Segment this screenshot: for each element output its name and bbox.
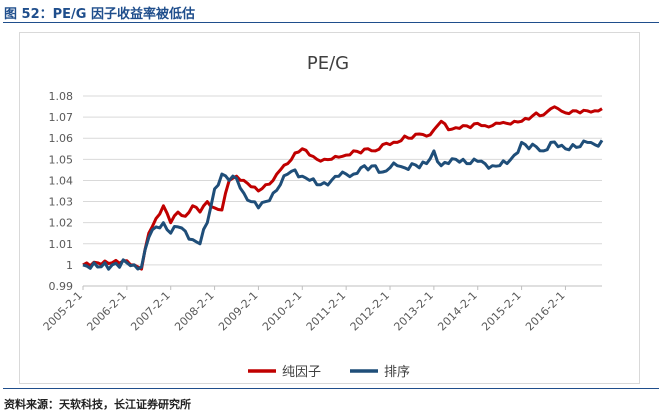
chart-title: PE/G [307, 53, 349, 74]
x-tick-label: 2010-2-1 [260, 289, 305, 334]
series-line-ranking [82, 139, 604, 271]
chart-frame [19, 32, 640, 384]
x-axis: 2005-2-1 2006-2-1 2007-2-1 2008-2-1 2009-2-1… [41, 285, 602, 334]
y-axis: 0.99 1 1.01 1.02 1.03 1.04 1.05 1.06 1.07 1.08 [49, 90, 74, 293]
y-tick-label: 1 [66, 259, 73, 272]
top-divider [3, 22, 659, 23]
y-tick-label: 1.03 [49, 196, 74, 209]
source-note: 资料来源：天软科技，长江证券研究所 [4, 398, 191, 411]
y-tick-label: 1.07 [49, 111, 74, 124]
y-tick-label: 1.01 [49, 238, 74, 251]
legend-label: 排序 [384, 365, 410, 380]
y-tick-label: 1.02 [49, 217, 74, 230]
x-tick-label: 2007-2-1 [128, 289, 173, 334]
x-tick-label: 2014-2-1 [435, 289, 480, 334]
x-tick-label: 2011-2-1 [304, 289, 349, 334]
x-tick-label: 2015-2-1 [479, 289, 524, 334]
gridlines [83, 95, 602, 287]
y-tick-label: 1.06 [49, 132, 74, 145]
x-tick-label: 2012-2-1 [348, 289, 393, 334]
legend-label: 纯因子 [282, 365, 321, 380]
legend: 纯因子 排序 [248, 365, 410, 380]
y-tick-label: 0.99 [49, 280, 74, 293]
x-tick-label: 2005-2-1 [41, 289, 86, 334]
x-tick-label: 2006-2-1 [84, 289, 129, 334]
y-tick-label: 1.08 [49, 90, 74, 103]
bottom-divider [3, 388, 659, 389]
x-tick-label: 2013-2-1 [391, 289, 436, 334]
figure-title: 图 52：PE/G 因子收益率被低估 [4, 7, 195, 22]
series-line-pure-factor [82, 105, 603, 271]
series-lines [82, 105, 604, 271]
x-tick-label: 2009-2-1 [216, 289, 261, 334]
y-tick-label: 1.04 [49, 174, 74, 187]
y-tick-label: 1.05 [49, 153, 74, 166]
x-tick-label: 2016-2-1 [523, 289, 568, 334]
x-tick-label: 2008-2-1 [172, 289, 217, 334]
